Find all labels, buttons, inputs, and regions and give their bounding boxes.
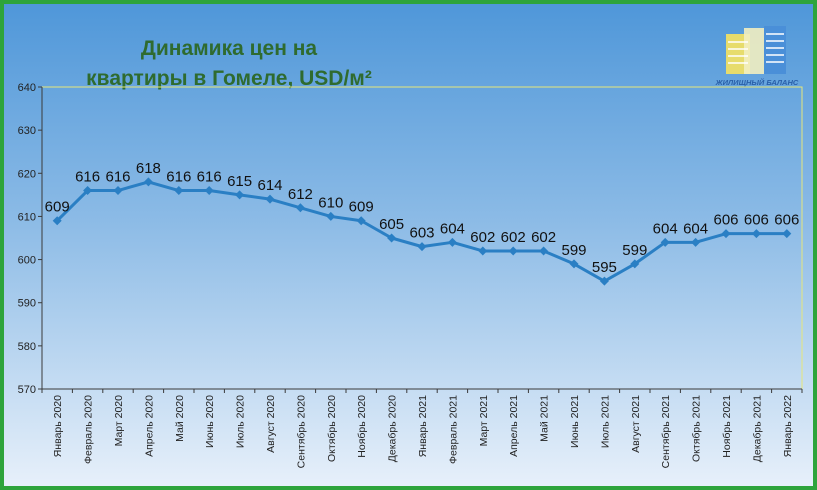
x-tick-label: Февраль 2020 [83,395,95,464]
data-point [599,276,609,286]
x-tick-label: Март 2021 [478,395,490,447]
line-chart: 570 580 590 600 610 620 630 640 Январь 2020 Февр… [18,82,803,468]
logo: ЖИЛИЩНЫЙ БАЛАНС [715,26,799,87]
data-label: 616 [197,169,222,186]
data-label: 604 [653,220,678,237]
data-point [113,186,123,196]
data-point [751,229,761,239]
data-point [782,229,792,239]
data-label: 616 [166,169,191,186]
x-tick-label: Ноябрь 2020 [356,395,368,458]
chart-title-line-2: квартиры в Гомеле, USD/м² [86,67,372,90]
data-label: 609 [349,199,374,216]
data-point [387,233,397,243]
y-axis: 570 580 590 600 610 620 630 640 [18,82,43,396]
data-point [417,242,427,252]
data-point [721,229,731,239]
x-tick-label: Июнь 2020 [204,395,216,448]
x-tick-label: Апрель 2020 [143,395,155,457]
data-label: 612 [288,186,313,203]
data-label: 604 [683,220,708,237]
x-tick-label: Июль 2021 [599,395,611,448]
data-label: 602 [470,229,495,246]
y-tick-label: 600 [18,255,36,267]
x-tick-label: Июль 2020 [235,395,247,448]
x-tick-label: Январь 2021 [417,395,429,457]
data-point [265,194,275,204]
data-point [204,186,214,196]
data-point [508,246,518,256]
data-point [447,237,457,247]
data-point [143,177,153,187]
y-tick-label: 570 [18,384,36,396]
x-tick-label: Январь 2022 [782,395,794,457]
data-label: 606 [713,212,738,229]
data-label: 610 [318,194,343,211]
data-point [569,259,579,269]
x-tick-label: Февраль 2021 [447,395,459,464]
x-tick-label: Октябрь 2021 [691,395,703,462]
data-point [660,237,670,247]
data-label: 609 [45,199,70,216]
data-label: 603 [409,225,434,242]
data-markers [52,177,792,286]
data-label: 602 [501,229,526,246]
y-tick-label: 630 [18,125,36,137]
logo-building-middle [744,28,766,74]
data-point [630,259,640,269]
data-label: 614 [257,177,282,194]
x-tick-label: Август 2020 [265,395,277,453]
data-label: 595 [592,259,617,276]
data-label: 615 [227,173,252,190]
x-tick-label: Ноябрь 2021 [721,395,733,458]
x-tick-label: Декабрь 2021 [751,395,763,462]
y-tick-label: 640 [18,82,36,94]
data-point [478,246,488,256]
data-label: 606 [774,212,799,229]
data-point [295,203,305,213]
x-tick-label: Сентябрь 2021 [660,395,672,468]
y-tick-label: 620 [18,168,36,180]
chart-title: Динамика цен на квартиры в Гомеле, USD/м… [64,34,394,94]
logo-text: ЖИЛИЩНЫЙ БАЛАНС [715,78,799,87]
data-point [326,211,336,221]
x-axis: Январь 2020 Февраль 2020 Март 2020 Апрель 2… [41,388,803,468]
data-label: 604 [440,220,465,237]
x-tick-label: Март 2020 [113,395,125,447]
x-tick-label: Август 2021 [630,395,642,453]
data-point [356,216,366,226]
data-point [691,237,701,247]
y-tick-label: 590 [18,298,36,310]
data-label: 616 [75,169,100,186]
x-tick-label: Май 2020 [174,395,186,442]
data-label: 618 [136,160,161,177]
x-tick-label: Апрель 2021 [508,395,520,457]
x-tick-label: Июнь 2021 [569,395,581,448]
data-label: 602 [531,229,556,246]
data-point [235,190,245,200]
y-tick-label: 610 [18,211,36,223]
data-point [83,186,93,196]
x-tick-label: Декабрь 2020 [387,395,399,462]
x-tick-label: Май 2021 [539,395,551,442]
data-label: 606 [744,212,769,229]
data-point [539,246,549,256]
x-tick-label: Октябрь 2020 [326,395,338,462]
x-tick-label: Январь 2020 [52,395,64,457]
data-label: 599 [561,242,586,259]
data-label: 616 [105,169,130,186]
chart-title-line-1: Динамика цен на [140,37,318,60]
data-label: 605 [379,216,404,233]
data-label: 599 [622,242,647,259]
data-labels: 609 616 616 618 616 616 615 614 612 610 609 605 603 6… [45,160,800,276]
x-tick-label: Сентябрь 2020 [295,395,307,468]
y-tick-label: 580 [18,341,36,353]
data-point [52,216,62,226]
data-point [174,186,184,196]
